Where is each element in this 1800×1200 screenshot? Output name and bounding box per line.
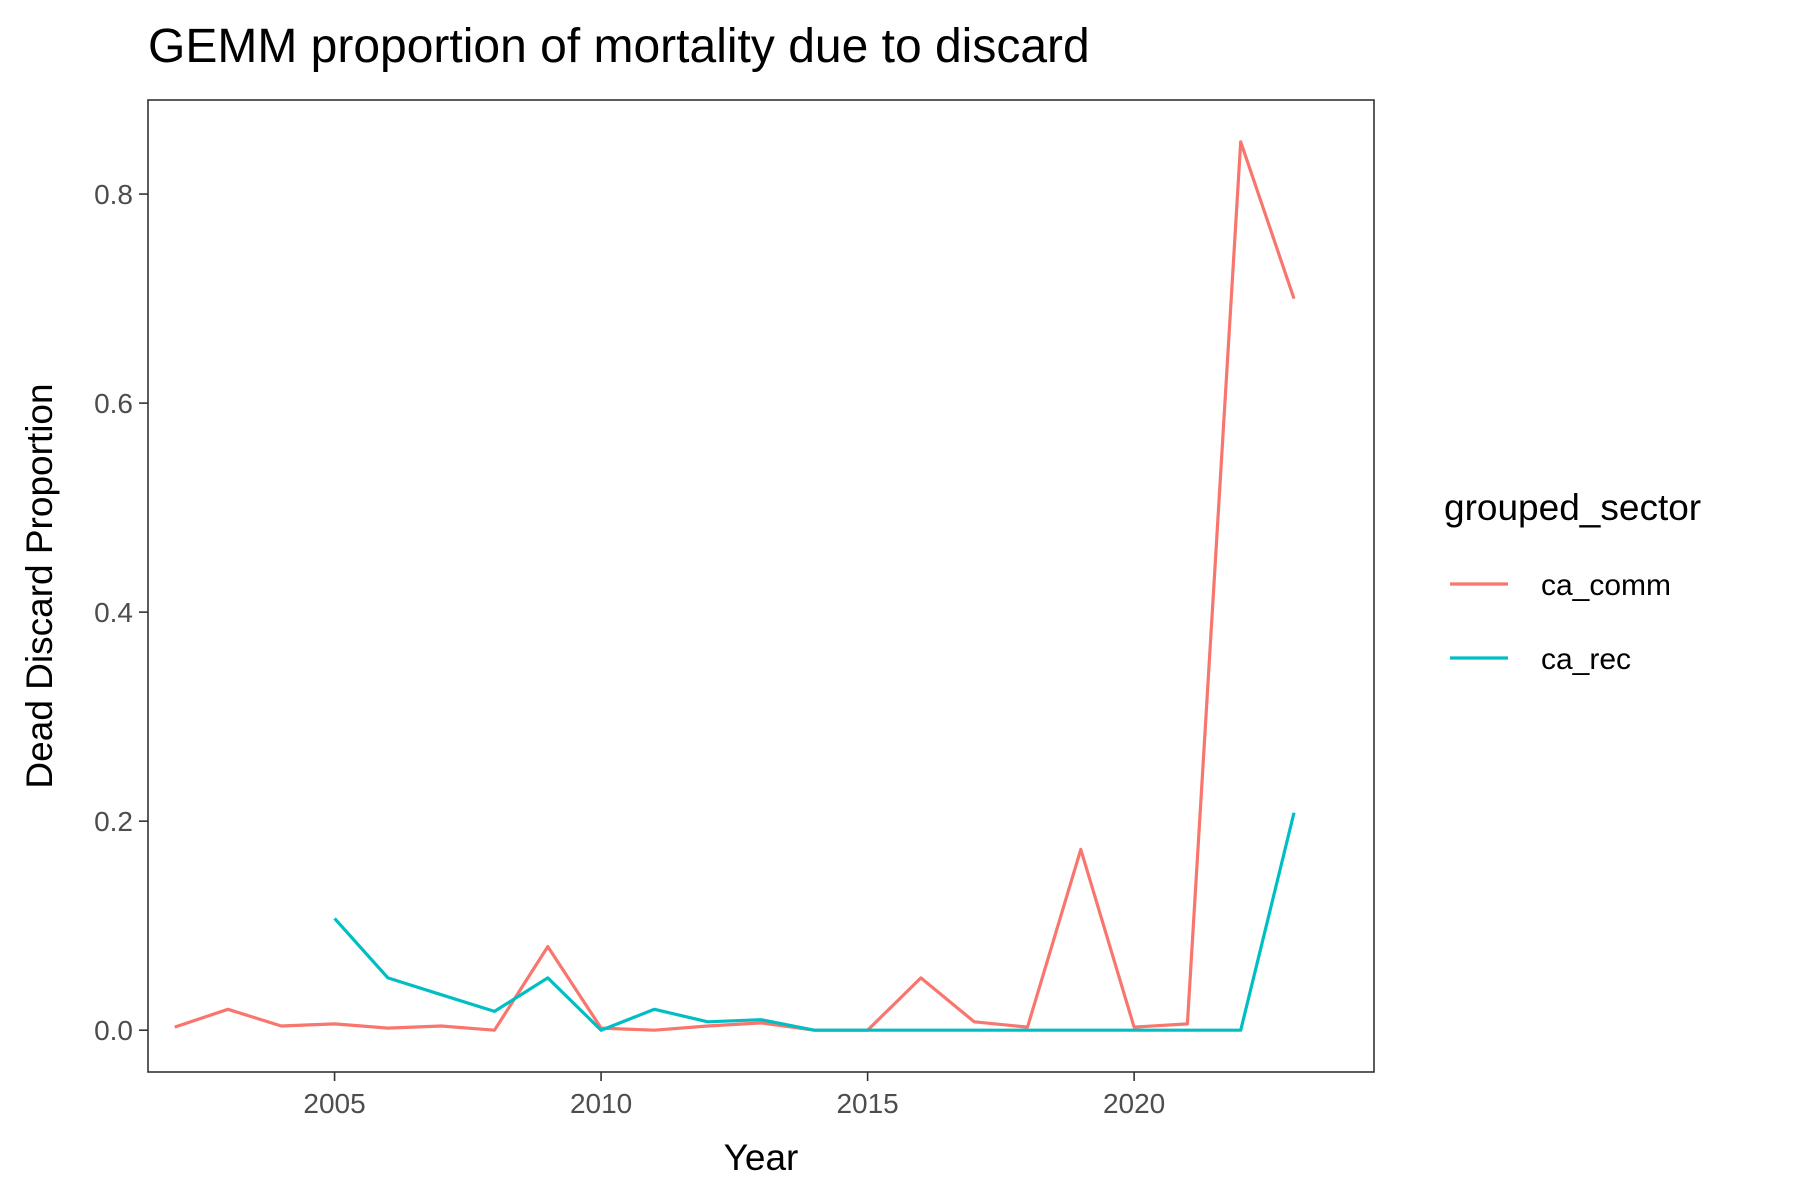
plot-panel <box>147 99 1375 1073</box>
chart-title: GEMM proportion of mortality due to disc… <box>148 20 1090 73</box>
y-tick-label: 0.8 <box>94 179 133 210</box>
x-axis: 2005 2010 2015 2020 <box>303 1072 1165 1119</box>
x-tick-label: 2015 <box>836 1088 898 1119</box>
series-line-ca_rec <box>333 812 1296 1032</box>
legend-label-ca_rec: ca_rec <box>1541 643 1631 676</box>
plot-area <box>147 99 1375 1073</box>
y-axis: 0.0 0.2 0.4 0.6 0.8 <box>94 179 148 1046</box>
series-line-ca_comm <box>174 140 1296 1032</box>
legend-title: grouped_sector <box>1444 487 1701 528</box>
y-tick-label: 0.4 <box>94 597 133 628</box>
x-tick-label: 2010 <box>570 1088 632 1119</box>
y-tick-label: 0.6 <box>94 388 133 419</box>
legend-label-ca_comm: ca_comm <box>1541 569 1671 602</box>
x-tick-label: 2020 <box>1103 1088 1165 1119</box>
y-tick-label: 0.0 <box>94 1015 133 1046</box>
series-layer <box>174 140 1296 1032</box>
x-axis-title: Year <box>724 1137 799 1178</box>
legend: grouped_sector ca_comm ca_rec <box>1444 487 1701 676</box>
y-axis-title: Dead Discard Proportion <box>19 383 60 788</box>
y-tick-label: 0.2 <box>94 806 133 837</box>
x-tick-label: 2005 <box>303 1088 365 1119</box>
